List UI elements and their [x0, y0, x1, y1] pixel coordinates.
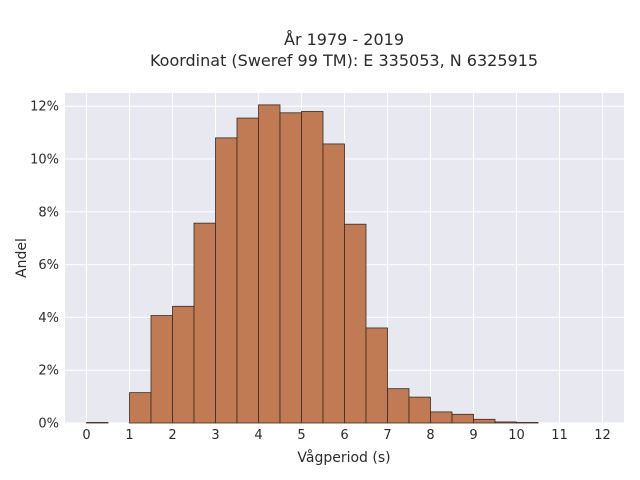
histogram-bar — [236, 117, 259, 424]
x-tick-label: 0 — [82, 428, 90, 443]
histogram-bar — [258, 104, 281, 424]
y-tick-label: 12% — [30, 100, 59, 115]
histogram-bar — [494, 421, 517, 424]
histogram-bar — [279, 112, 302, 424]
histogram-bar — [451, 413, 474, 424]
y-axis-label: Andel — [14, 238, 30, 278]
histogram-bar — [516, 422, 539, 424]
x-tick-label: 12 — [594, 428, 611, 443]
histogram-bar — [301, 111, 324, 424]
x-tick-label: 9 — [469, 428, 477, 443]
x-tick-label: 8 — [426, 428, 434, 443]
x-axis-ticks: 0 1 2 3 4 5 6 7 8 9 10 11 12 — [82, 428, 610, 443]
y-tick-label: 4% — [38, 311, 59, 326]
y-tick-label: 0% — [38, 417, 59, 432]
x-axis-label: Vågperiod (s) — [297, 449, 390, 466]
histogram-bar — [322, 143, 345, 424]
histogram-bar — [172, 305, 195, 424]
histogram-bar — [215, 137, 238, 424]
chart-subtitle: Koordinat (Sweref 99 TM): E 335053, N 63… — [150, 51, 538, 70]
x-tick-label: 5 — [297, 428, 305, 443]
x-tick-label: 4 — [254, 428, 262, 443]
x-tick-label: 11 — [551, 428, 568, 443]
bars-group — [86, 104, 539, 424]
histogram-bar — [473, 418, 496, 424]
y-tick-label: 8% — [38, 205, 59, 220]
histogram-bar — [408, 396, 431, 424]
histogram-bar — [387, 388, 410, 424]
x-tick-label: 6 — [340, 428, 348, 443]
histogram-bar — [86, 422, 109, 424]
x-tick-label: 10 — [508, 428, 525, 443]
y-tick-label: 6% — [38, 258, 59, 273]
histogram-bar — [129, 392, 152, 424]
x-tick-label: 2 — [168, 428, 176, 443]
histogram-bar — [150, 315, 173, 424]
histogram-bar — [430, 411, 453, 424]
histogram-bar — [344, 223, 367, 424]
chart-title: År 1979 - 2019 — [284, 30, 404, 49]
y-axis-ticks: 0% 2% 4% 6% 8% 10% 12% — [30, 100, 59, 432]
histogram-bar — [365, 327, 388, 424]
x-tick-label: 3 — [211, 428, 219, 443]
x-tick-label: 1 — [125, 428, 133, 443]
x-tick-label: 7 — [383, 428, 391, 443]
y-tick-label: 10% — [30, 153, 59, 168]
y-tick-label: 2% — [38, 364, 59, 379]
histogram-bar — [193, 222, 216, 424]
